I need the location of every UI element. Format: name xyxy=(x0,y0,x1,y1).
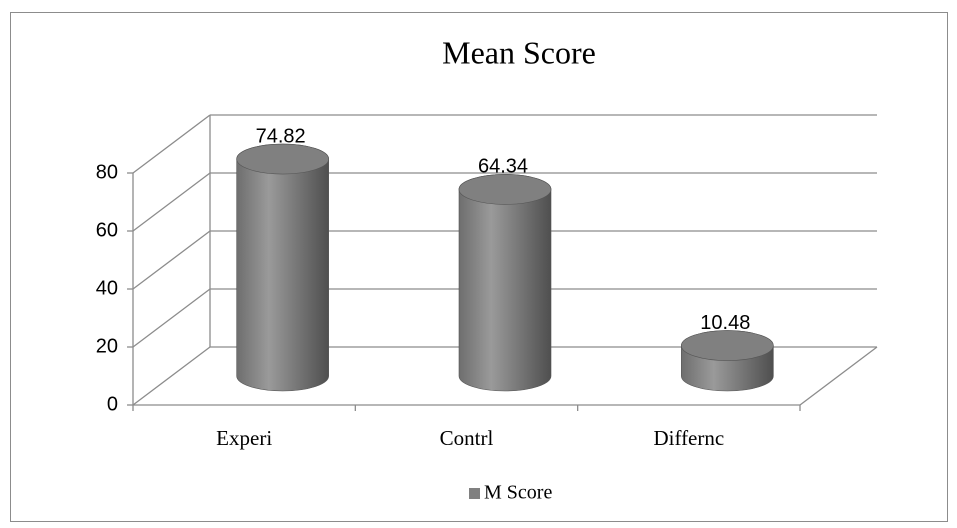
legend-swatch xyxy=(469,488,480,499)
y-tick-label: 60 xyxy=(96,219,118,241)
grid-line xyxy=(132,288,211,348)
grid-line xyxy=(132,114,211,174)
bar-top xyxy=(458,174,552,205)
data-label: 10.48 xyxy=(700,312,750,334)
bar xyxy=(236,143,329,392)
x-tick-label: Differnc xyxy=(653,426,724,450)
bar xyxy=(458,174,552,392)
y-tick-label: 0 xyxy=(107,393,118,415)
data-label: 64.34 xyxy=(478,156,528,178)
legend-label: M Score xyxy=(484,482,552,504)
grid-line xyxy=(132,230,211,290)
floor-edge xyxy=(799,346,878,406)
data-label: 74.82 xyxy=(256,125,306,147)
bar-top xyxy=(236,143,329,175)
y-tick-label: 20 xyxy=(96,335,118,357)
y-tick-label: 40 xyxy=(96,277,118,299)
grid-line xyxy=(132,346,211,406)
y-tick-label: 80 xyxy=(96,161,118,183)
grid-line xyxy=(132,172,211,232)
bar-top xyxy=(681,330,774,361)
x-tick-label: Experi xyxy=(216,426,272,450)
x-tick-label: Contrl xyxy=(440,426,494,450)
chart-title: Mean Score xyxy=(442,34,596,70)
